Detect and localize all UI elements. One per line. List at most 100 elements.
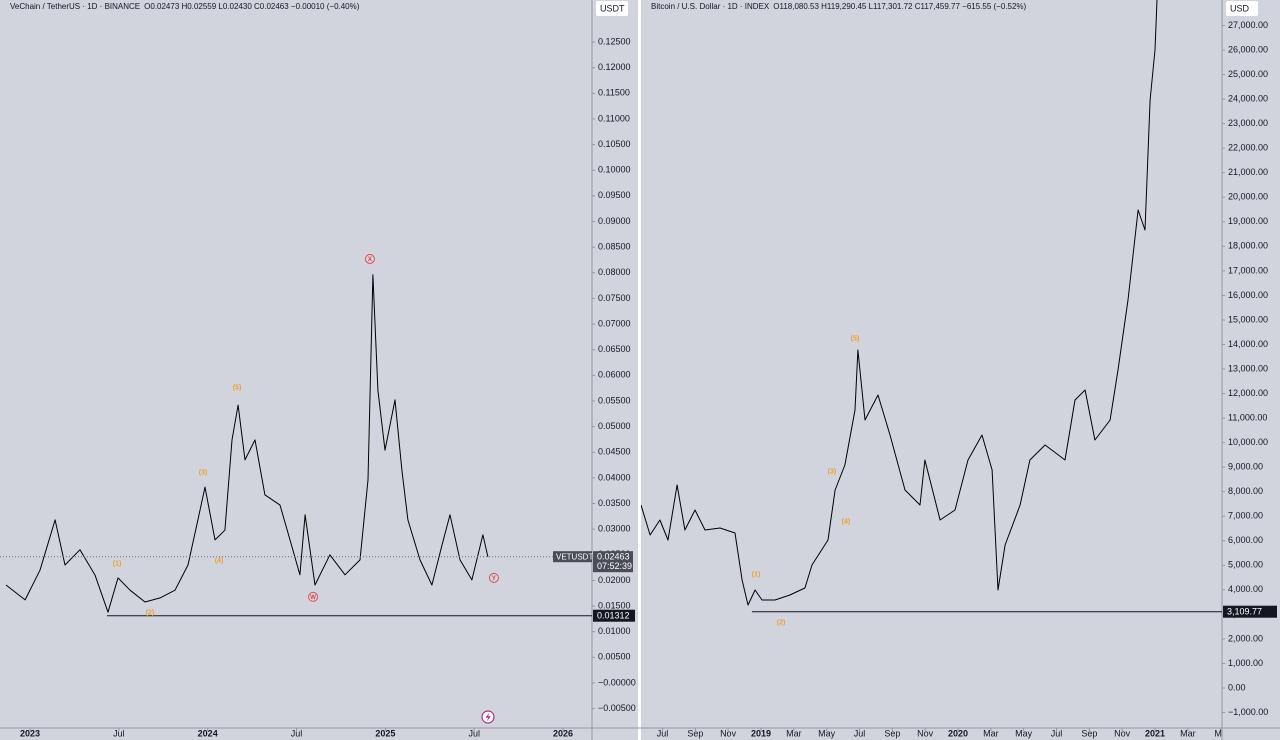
y-tick-label: 9,000.00	[1228, 462, 1263, 472]
x-tick-label: 2026	[553, 728, 573, 738]
y-tick-label: 2,000.00	[1228, 633, 1263, 643]
x-tick-label: Jul	[657, 728, 669, 738]
wave-label: (4)	[215, 557, 224, 564]
y-tick-label: 7,000.00	[1228, 511, 1263, 521]
lightning-icon[interactable]	[481, 710, 495, 724]
wave-label: (3)	[828, 468, 837, 475]
y-tick-label: 0.03000	[598, 524, 631, 534]
x-tick-label: Sep	[1081, 728, 1097, 738]
x-tick-label: Nov	[1114, 728, 1131, 738]
time-axis: Jul Sep Nov 2019 Mar May Jul Sep Nov 2020 Mar May Ju…	[657, 728, 1227, 738]
y-tick-label: 6,000.00	[1228, 535, 1263, 545]
y-tick-label: 5,000.00	[1228, 560, 1263, 570]
x-tick-label: 2021	[1145, 728, 1165, 738]
wave-label-circle	[364, 253, 375, 264]
x-tick-label: 2024	[198, 728, 218, 738]
plot-area: (1) (2) (3) (4) (5) W X Y	[0, 253, 592, 617]
y-tick-label: 0.00500	[598, 652, 631, 662]
x-tick-label: Ma	[1214, 728, 1227, 738]
wave-label: (2)	[777, 619, 786, 626]
x-tick-label: Mar	[786, 728, 802, 738]
countdown-label: 07:52:39	[597, 561, 632, 571]
y-tick-label: 17,000.00	[1228, 265, 1268, 275]
panel-separator	[638, 0, 641, 740]
y-tick-label: 0.03500	[598, 498, 631, 508]
wave-label: (1)	[113, 560, 122, 567]
y-tick-label: 0.09500	[598, 190, 631, 200]
x-tick-label: Sep	[884, 728, 900, 738]
y-tick-label: 11,000.00	[1228, 412, 1267, 422]
x-tick-label: Nov	[720, 728, 737, 738]
currency-label: USD	[1230, 3, 1250, 13]
y-tick-label: −0.00500	[598, 703, 636, 713]
ray-price-box	[593, 609, 635, 622]
price-line	[5, 274, 489, 613]
y-tick-label: 22,000.00	[1228, 143, 1268, 153]
x-tick-label: May	[818, 728, 836, 738]
y-tick-label: 12,000.00	[1228, 388, 1268, 398]
x-tick-label: Jul	[1051, 728, 1063, 738]
y-tick-label: 14,000.00	[1228, 339, 1268, 349]
y-tick-label: 0.12500	[598, 36, 631, 46]
y-tick-label: 8,000.00	[1228, 486, 1263, 496]
x-tick-label: Nov	[917, 728, 934, 738]
wave-label: (4)	[842, 518, 851, 525]
wave-label: X	[368, 257, 372, 263]
symbol-tag-label: VETUSDT	[556, 552, 593, 561]
x-tick-label: Jul	[291, 728, 303, 738]
wave-label: (2)	[146, 610, 155, 617]
symbol-title: VeChain / TetherUS · 1D · BINANCE	[10, 2, 140, 11]
ohlc-values: O0.02473 H0.02559 L0.02430 C0.02463 −0.0…	[144, 2, 360, 11]
symbol-title: Bitcoin / U.S. Dollar · 1D · INDEX	[651, 2, 770, 11]
y-tick-label: 0.06000	[598, 370, 631, 380]
y-tick-label: 25,000.00	[1228, 69, 1268, 79]
y-tick-label: 0.06500	[598, 344, 631, 354]
y-tick-label: 0.01000	[598, 626, 631, 636]
ray-price-box	[1223, 605, 1277, 618]
y-tick-label: 15,000.00	[1228, 314, 1268, 324]
x-tick-label: 2019	[751, 728, 771, 738]
y-tick-label: 26,000.00	[1228, 44, 1268, 54]
price-line	[641, 0, 1158, 606]
x-tick-label: 2023	[20, 728, 40, 738]
x-tick-label: 2025	[375, 728, 395, 738]
y-tick-label: −0.00000	[598, 677, 636, 687]
y-tick-label: 0.04500	[598, 447, 631, 457]
ray-price-label: 3,109.77	[1227, 607, 1262, 617]
y-tick-label: 10,000.00	[1228, 437, 1268, 447]
y-tick-label: 0.08500	[598, 242, 631, 252]
last-price-label: 0.02463	[597, 552, 630, 562]
y-tick-label: 0.05500	[598, 395, 631, 405]
wave-label: (5)	[233, 384, 242, 391]
y-tick-label: 13,000.00	[1228, 363, 1268, 373]
x-tick-label: 2020	[948, 728, 968, 738]
y-tick-label: −1,000.00	[1228, 707, 1268, 717]
ohlc-values: O118,080.53 H119,290.45 L117,301.72 C117…	[773, 2, 1026, 11]
y-tick-label: 0.04000	[598, 472, 631, 482]
x-tick-label: Sep	[687, 728, 703, 738]
x-tick-label: Mar	[983, 728, 999, 738]
y-tick-label: 0.02000	[598, 575, 631, 585]
wave-label: (3)	[199, 470, 208, 477]
y-tick-label: 24,000.00	[1228, 94, 1268, 104]
plot-area: (1) (2) (3) (4) (5)	[641, 0, 1222, 626]
y-tick-label: 23,000.00	[1228, 118, 1268, 128]
y-tick-label: 20,000.00	[1228, 192, 1268, 202]
x-tick-label: Mar	[1180, 728, 1196, 738]
symbol-header: Bitcoin / U.S. Dollar · 1D · INDEX O118,0…	[651, 2, 1027, 11]
y-tick-label: 1,000.00	[1228, 658, 1263, 668]
y-tick-label: 0.10500	[598, 139, 631, 149]
ray-price-label: 0.01312	[597, 611, 630, 621]
y-tick-label: 0.05000	[598, 421, 631, 431]
y-tick-label: 4,000.00	[1228, 584, 1263, 594]
symbol-tag	[553, 551, 592, 563]
currency-box	[596, 1, 628, 16]
y-tick-label: 0.07000	[598, 318, 631, 328]
wave-label-circle	[488, 572, 499, 583]
currency-box	[1226, 1, 1258, 16]
y-tick-label: 0.09000	[598, 216, 631, 226]
y-tick-label: 16,000.00	[1228, 290, 1268, 300]
y-tick-label: 0.11000	[598, 113, 630, 123]
